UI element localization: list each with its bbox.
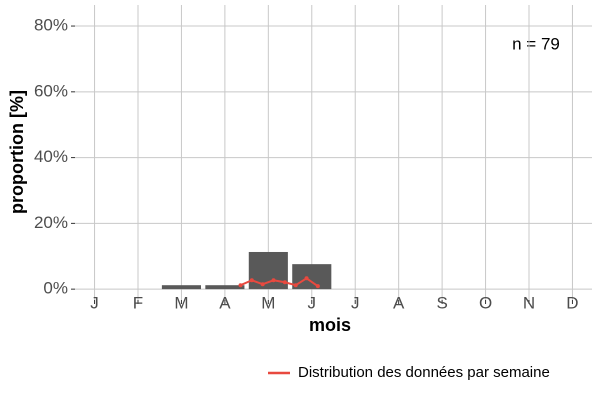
x-tick-label: J: [90, 293, 99, 312]
x-tick-label: J: [351, 293, 360, 312]
y-axis-label: proportion [%]: [7, 90, 27, 214]
x-tick-label: A: [219, 293, 231, 312]
line-point: [249, 278, 254, 283]
line-point: [315, 284, 320, 289]
x-tick-label: J: [308, 293, 317, 312]
line-point: [238, 283, 243, 288]
bar: [248, 251, 288, 290]
x-tick-label: F: [133, 293, 143, 312]
y-tick-label: 60%: [34, 81, 68, 100]
line-point: [293, 283, 298, 288]
bar: [161, 285, 201, 290]
bar: [292, 264, 332, 290]
line-point: [260, 282, 265, 287]
x-tick-label: M: [174, 293, 188, 312]
x-tick-label: M: [261, 293, 275, 312]
x-tick-label: O: [479, 293, 492, 312]
y-tick-label: 0%: [43, 279, 68, 298]
line-point: [271, 278, 276, 283]
line-point: [304, 276, 309, 281]
legend-label: Distribution des données par semaine: [298, 364, 550, 381]
x-axis-label: mois: [309, 315, 351, 335]
x-tick-label: D: [566, 293, 578, 312]
annotation: n = 79: [512, 34, 560, 53]
x-tick-label: S: [436, 293, 447, 312]
y-tick-label: 20%: [34, 213, 68, 232]
y-tick-label: 40%: [34, 147, 68, 166]
line-point: [282, 280, 287, 285]
x-tick-label: N: [523, 293, 535, 312]
x-tick-label: A: [393, 293, 405, 312]
y-tick-label: 80%: [34, 16, 68, 35]
bar: [205, 285, 245, 290]
